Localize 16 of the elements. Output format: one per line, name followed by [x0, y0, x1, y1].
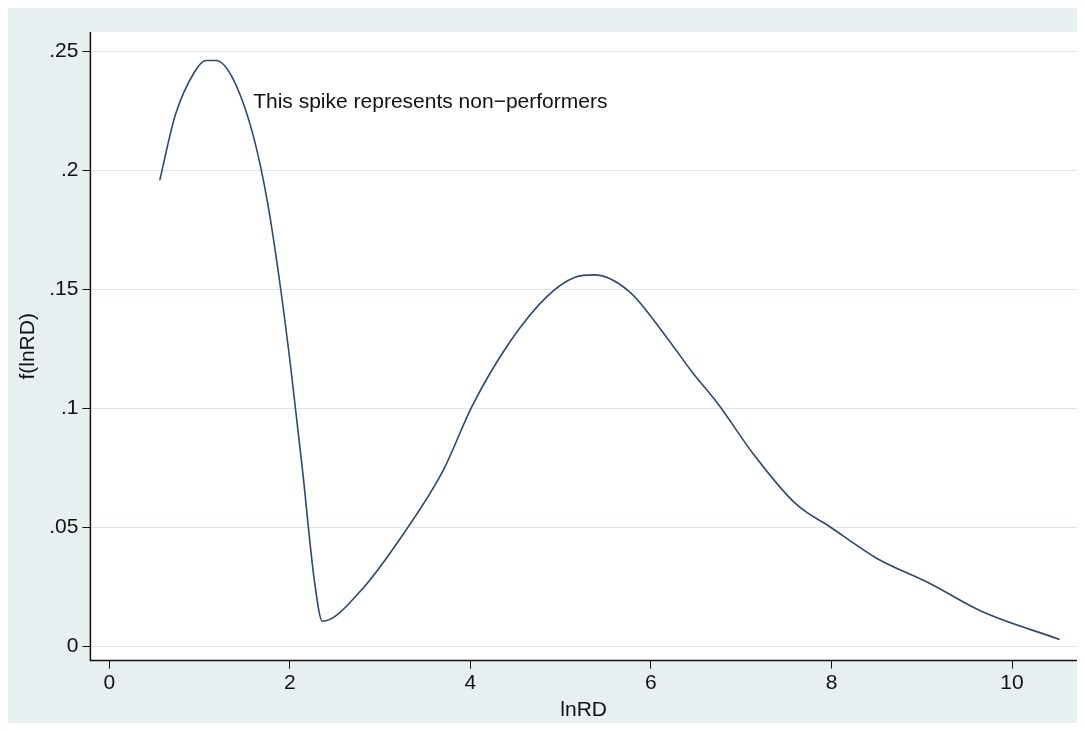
x-tick-label: 8: [825, 670, 838, 693]
x-tick-label: 6: [645, 670, 657, 693]
y-tick-label: .1: [60, 395, 79, 418]
y-tick-label: 0: [66, 633, 79, 657]
y-tick-label: .15: [49, 275, 79, 299]
x-tick-label: 4: [464, 670, 477, 693]
x-axis-title: lnRD: [560, 697, 608, 721]
x-tick-label: 0: [103, 670, 116, 693]
annotation: This spike represents non−performers: [253, 88, 608, 112]
y-tick-label: .2: [60, 156, 79, 180]
y-tick-label: .05: [49, 514, 79, 538]
y-axis-title: f(lnRD): [15, 313, 39, 380]
x-tick-label: 2: [284, 670, 296, 693]
x-tick-label: 10: [1000, 670, 1024, 693]
y-tick-label: .25: [49, 37, 79, 61]
line-series: [159, 59, 1060, 640]
